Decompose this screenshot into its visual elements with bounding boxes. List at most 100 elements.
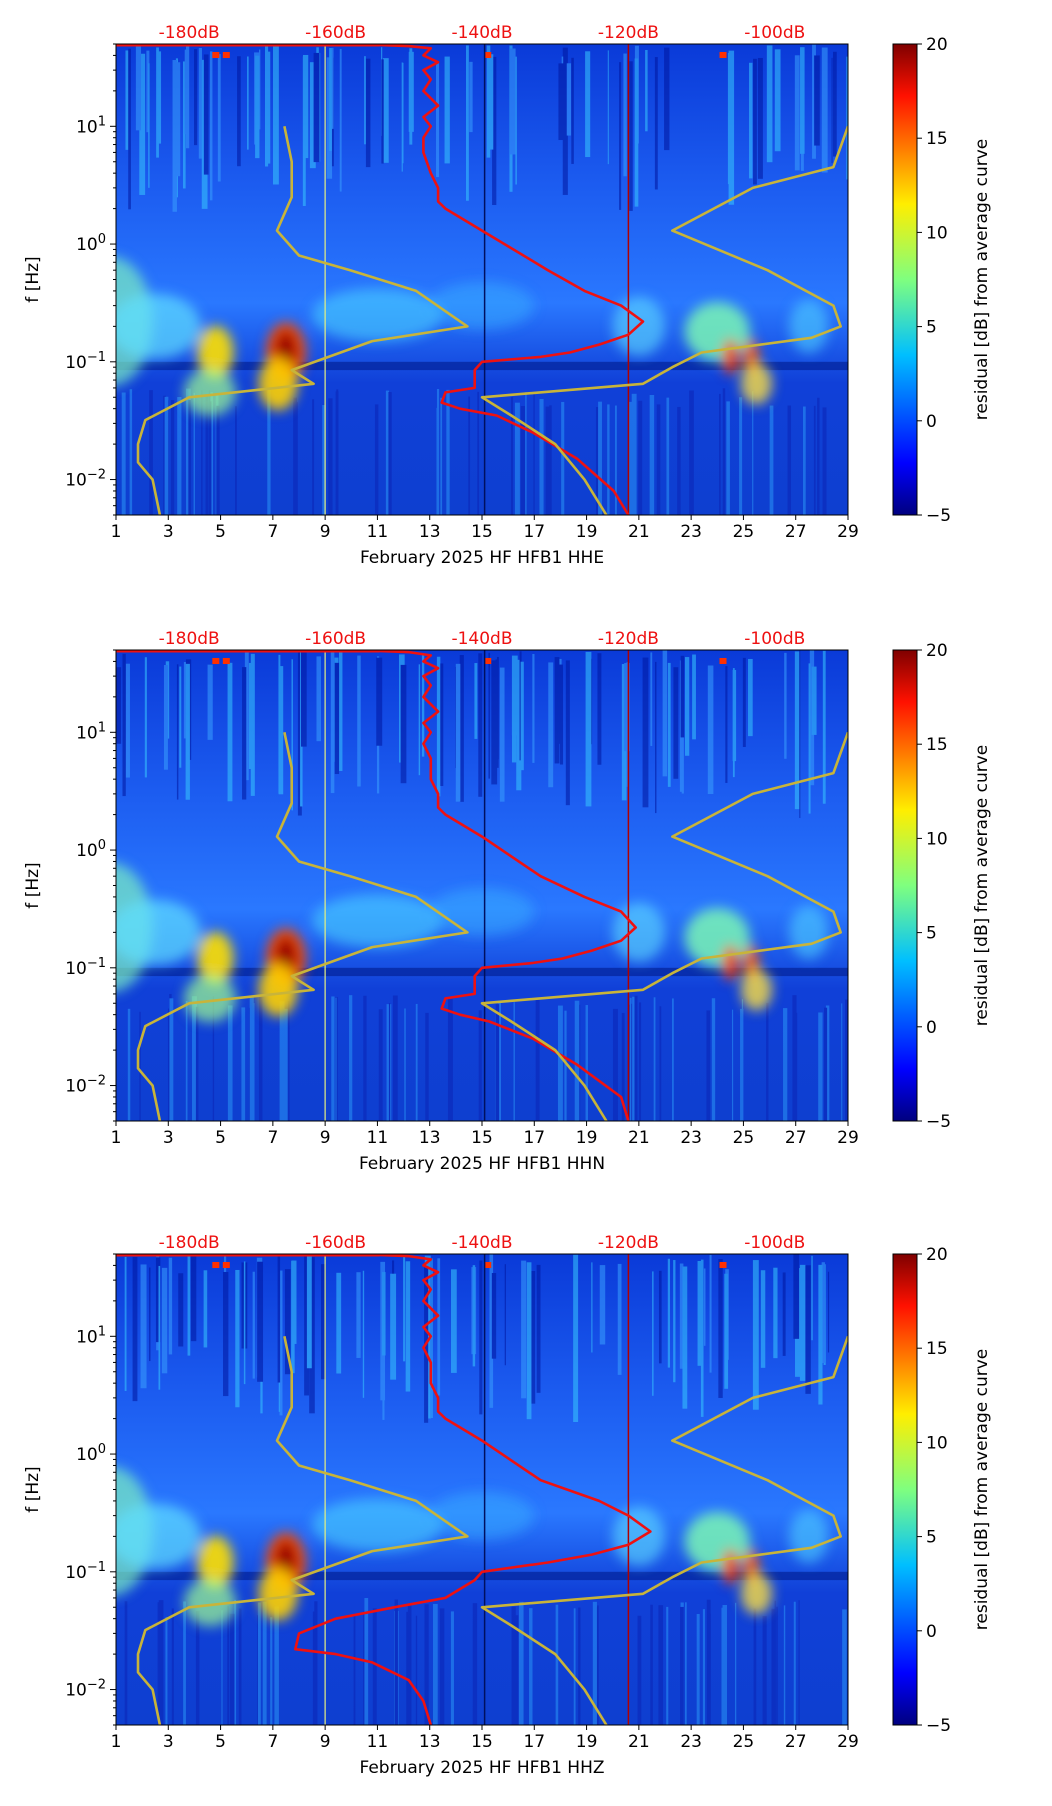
streak [776,1606,778,1725]
streak [129,389,133,515]
streak [753,1608,757,1725]
noise-model-curve [136,732,469,1121]
streak [404,1008,406,1121]
colorbar-tick-label: 20 [926,35,948,55]
streak [302,56,306,207]
streak [247,56,249,150]
colorbar-gradient [892,1253,918,1726]
streak [248,662,254,769]
streak [709,1254,712,1373]
streak [133,1257,136,1359]
streak [529,1608,533,1725]
chart-panel-3: 1 3 5 7 9 11 13 15 17 19 21 23 25 27 2910−210−1100101-… [23,1233,992,1778]
x-tick-label: 7 [267,522,278,542]
streak [216,405,220,515]
streak [322,405,326,515]
spectrogram-area [116,650,848,1121]
y-axis-label: f [Hz] [23,256,43,302]
top-db-label: -140dB [451,23,512,43]
microseism-blob [183,368,237,417]
streak [621,664,627,801]
colorbar-tick-label: 15 [926,1339,948,1359]
streak [440,397,443,515]
streak [499,667,505,802]
y-tick-label: 10−1 [65,956,106,979]
streak [277,1254,281,1383]
streak [805,1265,811,1394]
streak [628,1004,631,1121]
streak [469,61,473,133]
streak [492,56,497,206]
streak [164,396,169,515]
streak [446,389,450,515]
streak [436,407,439,515]
streak [617,1263,622,1375]
streak [329,47,332,151]
streak [760,1270,766,1368]
colorbar-tick-label: 10 [926,223,948,243]
x-tick-label: 3 [163,522,174,542]
streak [595,407,601,515]
streak [451,1269,457,1373]
streak [685,1602,687,1725]
spectrogram-background [116,44,848,515]
streak [125,50,130,150]
streak [195,1006,199,1121]
microseism-blob [116,899,201,965]
microseism-blob [116,1503,201,1569]
colorbar: 20 15 10 5 0 −5 residual [dB] from average cur… [892,35,992,526]
streak [799,1264,806,1381]
streak [182,61,186,189]
x-tick-label: 9 [320,522,331,542]
streak [740,1008,744,1121]
streak [392,995,398,1121]
streak [783,1008,788,1121]
microseism-blob [722,945,739,981]
streak [316,656,321,742]
streak [591,1262,593,1353]
mode-curve [277,650,638,1121]
streak [334,997,338,1121]
y-axis-label: f [Hz] [23,862,43,908]
streak [264,44,269,167]
streak [407,1604,412,1725]
streak [680,1606,684,1725]
streak [125,663,130,778]
noise-model-curve [136,1336,469,1725]
streak [847,1261,848,1389]
streak [146,50,150,133]
microseism-blob [684,908,750,968]
streak [558,63,565,141]
colorbar-tick-label: 0 [926,412,937,432]
streak [437,1258,441,1396]
streak [406,1611,409,1725]
streak [381,1272,386,1356]
streak [703,1268,706,1346]
streak [282,1008,288,1121]
chart-panel-2: 1 3 5 7 9 11 13 15 17 19 21 23 25 27 2910−210−1100101-… [23,629,992,1174]
streak [787,405,792,515]
streak [382,58,389,163]
top-db-label: -160dB [305,1233,366,1253]
streak [653,997,656,1121]
streak [680,1602,684,1725]
mode-curve [277,1254,652,1725]
microseism-blob [789,905,829,959]
streak [468,396,471,515]
streak [140,1264,147,1389]
high-frequency-speckles [212,658,727,664]
streak [331,996,335,1121]
colorbar-label: residual [dB] from average curve [972,1349,992,1630]
streak [478,653,483,797]
streak [252,1271,255,1379]
streak [479,1260,483,1415]
streak [654,57,658,190]
streak [680,655,685,738]
colorbar-tick-label: −5 [926,506,951,526]
streak [607,50,609,165]
streak [378,1009,383,1121]
x-tick-label: 3 [163,1128,174,1148]
colorbar-tick-label: −5 [926,1716,951,1736]
x-tick-label: 17 [523,1732,545,1752]
